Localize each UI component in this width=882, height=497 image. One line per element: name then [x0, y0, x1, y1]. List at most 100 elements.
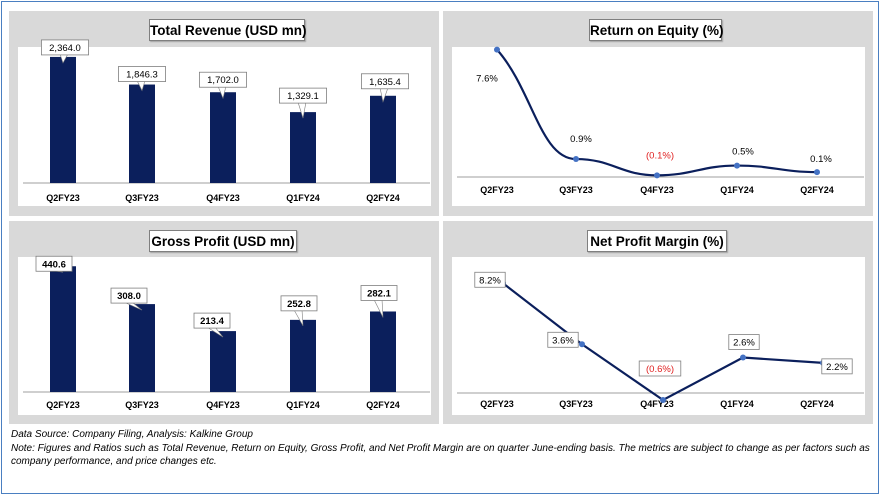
net-profit-margin-data-label-box [547, 331, 579, 348]
net-profit-margin-data-label-box [638, 360, 682, 377]
net-profit-margin-x-tick-label: Q2FY23 [480, 399, 514, 409]
net-profit-margin-title: Net Profit Margin (%) [587, 230, 727, 252]
net-profit-margin-point [660, 397, 666, 403]
return-on-equity-panel: Return on Equity (%) Q2FY23 Q3FY23 Q4FY23 Q… [443, 11, 873, 216]
return-on-equity-series-line [496, 48, 818, 177]
return-on-equity-point [573, 156, 579, 163]
net-profit-margin-data-label: (0.6%) [638, 360, 682, 377]
gross-profit-bar [210, 331, 236, 392]
net-profit-margin-point [740, 354, 746, 361]
return-on-equity-x-tick-label: Q3FY23 [559, 185, 593, 195]
net-profit-margin-data-label: 3.6% [547, 331, 579, 348]
total-revenue-data-label-text: 1,635.4 [369, 77, 401, 88]
gross-profit-data-label-box [35, 255, 73, 272]
total-revenue-data-label: 1,635.4 [360, 73, 409, 90]
gross-profit-bar [129, 304, 155, 392]
net-profit-margin-data-label-box [821, 358, 853, 375]
gross-profit-x-tick-label: Q2FY24 [366, 400, 400, 410]
total-revenue-data-label: 1,329.1 [278, 87, 327, 104]
gross-profit-bar [50, 266, 76, 392]
gross-profit-bar [290, 319, 316, 392]
net-profit-margin-x-tick-label: Q3FY23 [559, 399, 593, 409]
net-profit-margin-plot-area [452, 257, 865, 415]
gross-profit-data-label: 282.1 [360, 285, 398, 301]
total-revenue-x-tick-label: Q3FY23 [125, 193, 159, 203]
return-on-equity-data-label: (0.1%) [646, 150, 674, 161]
gross-profit-x-tick-label: Q4FY23 [206, 400, 240, 410]
return-on-equity-x-tick-label: Q1FY24 [720, 185, 754, 195]
return-on-equity-data-label-text: 0.1% [810, 154, 832, 165]
return-on-equity-x-tick-label: Q2FY24 [800, 185, 834, 195]
return-on-equity-data-label-text: 0.9% [570, 134, 592, 145]
gross-profit-panel: Gross Profit (USD mn) Q2FY23 Q3FY23 Q4FY23… [9, 221, 439, 424]
total-revenue-data-label: 1,702.0 [198, 71, 247, 88]
net-profit-margin-point [579, 341, 585, 348]
gross-profit-data-label-text: 213.4 [200, 316, 224, 327]
return-on-equity-chart: Q2FY23 Q3FY23 Q4FY23 Q1FY24 Q2FY24 7.6% 0.9% (0… [457, 46, 864, 195]
total-revenue-data-label-text: 1,846.3 [126, 70, 158, 81]
net-profit-margin-data-label: 2.2% [821, 358, 853, 375]
total-revenue-x-tick-label: Q2FY24 [366, 193, 400, 203]
return-on-equity-plot-area [452, 47, 865, 206]
return-on-equity-point [814, 169, 820, 176]
total-revenue-bar [370, 95, 396, 183]
return-on-equity-point [654, 172, 660, 179]
return-on-equity-x-tick-label: Q2FY23 [480, 185, 514, 195]
gross-profit-bar [370, 311, 396, 392]
return-on-equity-data-label: 0.5% [732, 147, 754, 158]
total-revenue-data-label-box [360, 73, 409, 90]
total-revenue-data-label: 2,364.0 [41, 39, 90, 56]
gross-profit-chart: Q2FY23 Q3FY23 Q4FY23 Q1FY24 Q2FY24 440.6 308.0… [23, 255, 430, 410]
net-profit-margin-data-label-text: 3.6% [552, 335, 574, 346]
total-revenue-data-label-box [198, 71, 247, 88]
net-profit-margin-x-tick-label: Q1FY24 [720, 399, 754, 409]
net-profit-margin-data-label-text: 2.2% [826, 362, 848, 373]
return-on-equity-data-label-text: 7.6% [476, 74, 498, 85]
return-on-equity-data-label: 0.9% [570, 134, 592, 145]
return-on-equity-x-tick-label: Q4FY23 [640, 185, 674, 195]
return-on-equity-data-label: 0.1% [810, 154, 832, 165]
gross-profit-data-label-text: 440.6 [42, 259, 66, 270]
total-revenue-bar [210, 92, 236, 183]
gross-profit-data-label-text: 308.0 [117, 291, 141, 302]
gross-profit-x-tick-label: Q1FY24 [286, 400, 320, 410]
gross-profit-data-label: 308.0 [110, 287, 148, 304]
return-on-equity-point [734, 162, 740, 169]
total-revenue-panel: Total Revenue (USD mn) Q2FY23 Q3FY23 Q4FY2… [9, 11, 439, 216]
gross-profit-data-label: 252.8 [280, 295, 318, 312]
net-profit-margin-x-tick-label: Q2FY24 [800, 399, 834, 409]
net-profit-margin-panel: Net Profit Margin (%) Q2FY23 Q3FY23 Q4FY23… [443, 221, 873, 424]
net-profit-margin-data-label: 8.2% [474, 271, 506, 288]
total-revenue-data-label-box [278, 87, 327, 104]
data-source-text: Data Source: Company Filing, Analysis: K… [11, 429, 253, 440]
total-revenue-x-tick-label: Q2FY23 [46, 193, 80, 203]
net-profit-margin-data-label-text: (0.6%) [646, 364, 674, 375]
total-revenue-bar [50, 56, 76, 183]
total-revenue-title: Total Revenue (USD mn) [149, 19, 307, 41]
gross-profit-x-tick-label: Q3FY23 [125, 400, 159, 410]
total-revenue-x-tick-label: Q1FY24 [286, 193, 320, 203]
gross-profit-data-label-box [110, 287, 148, 304]
gross-profit-data-label-box [360, 285, 398, 301]
gross-profit-title: Gross Profit (USD mn) [149, 230, 297, 252]
total-revenue-data-label-box [41, 39, 90, 56]
net-profit-margin-data-label-box [728, 334, 760, 350]
total-revenue-data-label-text: 1,702.0 [207, 75, 239, 86]
total-revenue-data-label-box [118, 66, 167, 82]
return-on-equity-point [494, 46, 500, 53]
gross-profit-data-label-text: 252.8 [287, 299, 311, 310]
gross-profit-data-label-box [193, 312, 231, 329]
total-revenue-x-tick-label: Q4FY23 [206, 193, 240, 203]
total-revenue-bar [129, 84, 155, 183]
total-revenue-data-label: 1,846.3 [118, 66, 167, 82]
gross-profit-data-label-text: 282.1 [367, 288, 391, 299]
total-revenue-chart: Q2FY23 Q3FY23 Q4FY23 Q1FY24 Q2FY24 2,364.0 1,8… [23, 39, 430, 203]
gross-profit-data-label: 440.6 [35, 255, 73, 272]
net-profit-margin-data-label-box [474, 271, 506, 288]
return-on-equity-data-label-text: 0.5% [732, 147, 754, 158]
footnote-text: Note: Figures and Ratios such as Total R… [11, 443, 870, 467]
total-revenue-data-label-text: 2,364.0 [49, 43, 81, 54]
return-on-equity-data-label: 7.6% [476, 74, 498, 85]
net-profit-margin-x-tick-label: Q4FY23 [640, 399, 674, 409]
